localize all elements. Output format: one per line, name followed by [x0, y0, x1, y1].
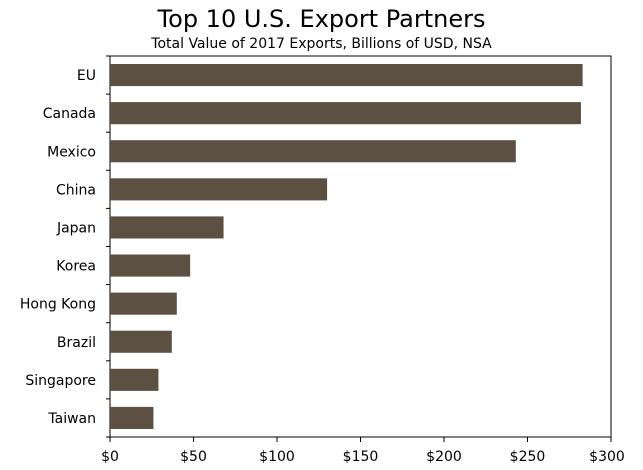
- x-tick-label: $300: [589, 449, 625, 465]
- bar-china: [110, 178, 328, 201]
- bar-mexico: [110, 140, 516, 163]
- category-label: Taiwan: [47, 411, 96, 427]
- chart-title: Top 10 U.S. Export Partners: [157, 5, 486, 33]
- x-tick-label: $250: [510, 449, 546, 465]
- chart-subtitle: Total Value of 2017 Exports, Billions of…: [151, 36, 492, 52]
- category-label: Hong Kong: [20, 297, 96, 313]
- bar-eu: [110, 64, 583, 87]
- category-label: China: [56, 182, 96, 198]
- bar-korea: [110, 254, 191, 277]
- category-label: Japan: [56, 220, 96, 236]
- bar-canada: [110, 102, 581, 125]
- x-tick-label: $150: [343, 449, 379, 465]
- bar-taiwan: [110, 406, 154, 429]
- bar-hong-kong: [110, 292, 177, 315]
- category-label: Brazil: [57, 335, 96, 351]
- category-label: Canada: [43, 106, 96, 122]
- x-tick-label: $100: [259, 449, 295, 465]
- x-tick-label: $0: [101, 449, 119, 465]
- category-label: Singapore: [25, 373, 96, 389]
- x-tick-label: $50: [180, 449, 207, 465]
- category-label: Mexico: [47, 144, 96, 160]
- x-tick-label: $200: [426, 449, 462, 465]
- category-label: Korea: [56, 259, 96, 275]
- bar-singapore: [110, 368, 159, 391]
- category-label: EU: [77, 68, 96, 84]
- bar-brazil: [110, 330, 172, 353]
- bar-japan: [110, 216, 224, 239]
